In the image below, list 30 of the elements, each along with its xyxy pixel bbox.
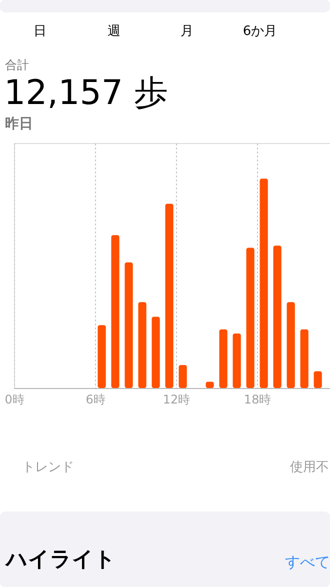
bar bbox=[165, 204, 174, 388]
text: 週 bbox=[108, 24, 120, 39]
text: 日 bbox=[34, 24, 46, 39]
bar bbox=[138, 302, 146, 388]
bar bbox=[314, 371, 322, 388]
x-tick-label: 12時 bbox=[162, 392, 190, 406]
x-tick-label: 0時 bbox=[4, 392, 24, 406]
bar bbox=[273, 246, 282, 388]
bar bbox=[300, 329, 308, 388]
bar bbox=[178, 364, 187, 388]
x-tick-label: 6時 bbox=[86, 392, 106, 406]
bar bbox=[219, 329, 228, 388]
text: 使用不 bbox=[290, 460, 329, 475]
text: すべて bbox=[285, 553, 330, 571]
text: トレンド bbox=[22, 460, 74, 475]
bar bbox=[260, 178, 268, 388]
bar bbox=[98, 325, 106, 388]
x-tick-label: 18時 bbox=[244, 392, 272, 406]
text: 合計 bbox=[5, 58, 29, 72]
text: 12,157 歩 bbox=[4, 73, 168, 113]
bar bbox=[286, 302, 295, 388]
bar bbox=[111, 235, 120, 388]
bar bbox=[124, 262, 133, 388]
bar bbox=[246, 248, 254, 388]
text: ハイライト bbox=[4, 547, 116, 571]
text: 昨日 bbox=[5, 116, 33, 132]
bar bbox=[232, 334, 241, 388]
bar bbox=[152, 316, 160, 388]
text: 月 bbox=[180, 24, 194, 39]
text: 6か月 bbox=[242, 24, 278, 39]
